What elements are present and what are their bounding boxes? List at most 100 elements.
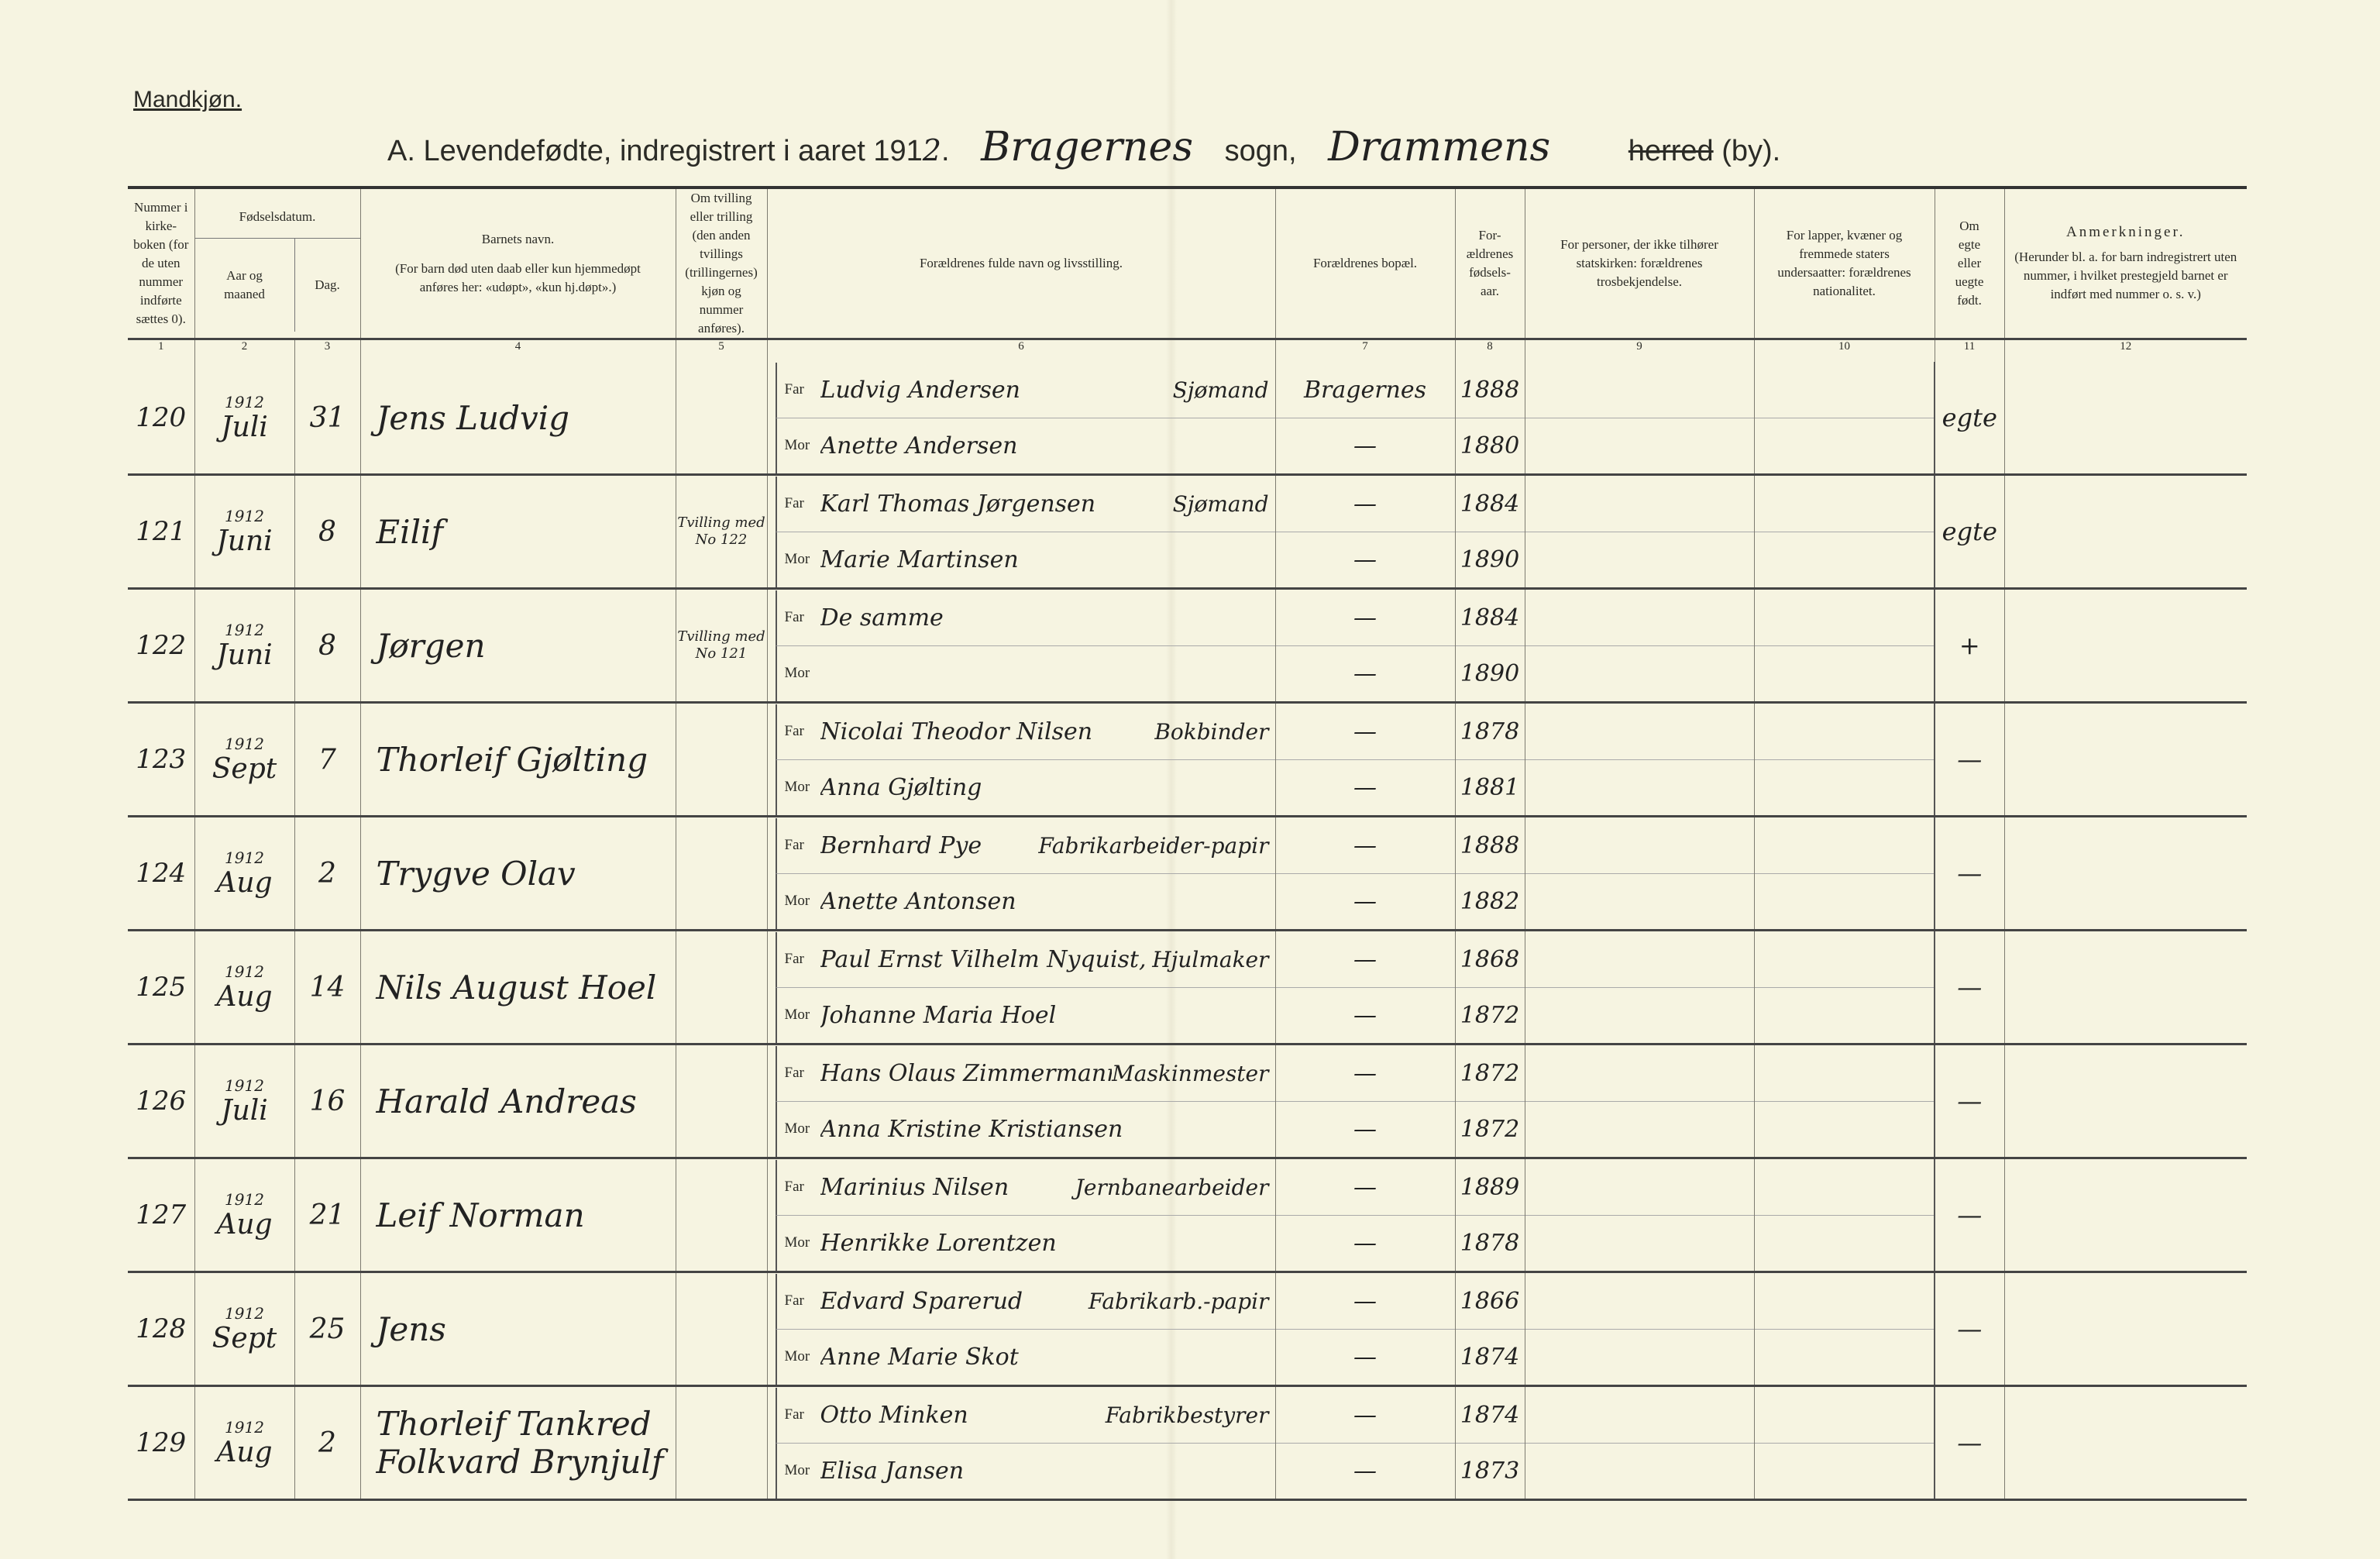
register-entry-row: 125 1912 Aug 14 Nils August Hoel Far Paul … — [128, 930, 2248, 1045]
parents-cell: Far Otto Minken Fabrikbestyrer Mor Elisa Ja… — [766, 1385, 1276, 1501]
birth-month: Sept — [212, 1322, 277, 1354]
father-birth-year: 1878 — [1455, 704, 1525, 760]
parish-name: Bragernes — [981, 124, 1194, 170]
father-occupation: Sjømand — [1172, 377, 1269, 403]
entry-number: 125 — [128, 930, 194, 1045]
father-residence: — — [1275, 818, 1455, 874]
father-occupation: Hjulmaker — [1152, 946, 1269, 972]
twin-note — [675, 1044, 768, 1159]
nationality-cell — [1753, 588, 1935, 704]
nationality-cell — [1753, 474, 1935, 590]
father-label: Far — [784, 723, 804, 739]
remarks-cell — [2003, 474, 2248, 590]
mother-birth-year: 1872 — [1460, 1001, 1520, 1029]
entry-number: 128 — [128, 1272, 194, 1387]
residence-cell: — — — [1274, 1385, 1456, 1501]
father-birth-year: 1889 — [1455, 1160, 1525, 1216]
remarks-cell — [2003, 702, 2248, 817]
mother-name: Elisa Jansen — [820, 1457, 965, 1485]
mother-label: Mor — [784, 1007, 810, 1023]
child-name: Thorleif Gjølting — [359, 702, 676, 817]
father-birth-year: 1874 — [1455, 1388, 1525, 1444]
nationality-cell — [1753, 930, 1935, 1045]
birth-day: 21 — [294, 1158, 361, 1273]
father-residence: — — [1275, 590, 1455, 646]
residence-cell: — — — [1274, 1044, 1456, 1159]
mother-residence: — — [1353, 1001, 1377, 1029]
mother-label: Mor — [784, 437, 810, 453]
entry-number: 126 — [128, 1044, 194, 1159]
child-name: Jens — [359, 1272, 676, 1387]
father-name: Karl Thomas Jørgensen — [820, 490, 1096, 518]
nationality-cell — [1753, 1158, 1935, 1273]
register-entry-row: 122 1912 Juni 8 Jørgen Tvilling med No 12… — [128, 588, 2248, 704]
birth-day: 14 — [294, 930, 361, 1045]
birthyear-cell: 1889 1878 — [1454, 1158, 1525, 1273]
father-occupation: Jernbanearbeider — [1075, 1174, 1269, 1200]
father-birth-year: 1868 — [1455, 932, 1525, 988]
child-name: Eilif — [359, 474, 676, 590]
father-birth-year: 1884 — [1455, 477, 1525, 532]
residence-cell: — — — [1274, 474, 1456, 590]
mother-residence: — — [1353, 887, 1377, 915]
father-label: Far — [784, 1406, 804, 1423]
father-name: Paul Ernst Vilhelm Nyquist, — [820, 945, 1147, 973]
birth-year: 1912 — [225, 1303, 264, 1323]
birth-month: Juni — [216, 638, 273, 671]
father-residence: — — [1275, 704, 1455, 760]
father-name: Hans Olaus Zimmermann, — [820, 1059, 1113, 1087]
residence-cell: — — — [1274, 930, 1456, 1045]
mother-name: Anette Antonsen — [820, 887, 1016, 915]
religion-cell — [1524, 1044, 1755, 1159]
legitimacy: — — [1934, 1385, 2005, 1501]
mother-birth-year: 1873 — [1460, 1457, 1520, 1485]
mother-birth-year: 1890 — [1460, 545, 1520, 573]
mother-label: Mor — [784, 1348, 810, 1365]
birth-year-month: 1912 Sept — [194, 1272, 294, 1387]
religion-cell — [1524, 1272, 1755, 1387]
birth-year-month: 1912 Aug — [194, 1385, 294, 1501]
header-child-name-note: (For barn død uten daab eller kun hjemme… — [395, 261, 641, 294]
mother-residence: — — [1353, 1457, 1377, 1485]
birth-month: Sept — [212, 752, 277, 785]
column-number: 12 — [2003, 339, 2248, 362]
header-nationality: For lapper, kvæner og fremmede staters u… — [1753, 186, 1935, 340]
birth-year-month: 1912 Juli — [194, 1044, 294, 1159]
birthyear-cell: 1888 1880 — [1454, 362, 1525, 476]
twin-note — [675, 1158, 768, 1273]
birth-year-month: 1912 Juni — [194, 588, 294, 704]
father-label: Far — [784, 837, 804, 853]
title-prefix: A. Levendefødte, indregistrert i aaret 1… — [387, 135, 923, 167]
birthyear-cell: 1878 1881 — [1454, 702, 1525, 817]
municipality-name: Drammens — [1328, 124, 1551, 170]
page-title: A. Levendefødte, indregistrert i aaret 1… — [387, 124, 1781, 170]
register-entry-row: 128 1912 Sept 25 Jens Far Edvard Sparerud F… — [128, 1272, 2248, 1387]
religion-cell — [1524, 702, 1755, 817]
gender-label: Mandkjøn. — [133, 87, 242, 112]
father-occupation: Fabrikarbeider-papir — [1038, 832, 1269, 859]
mother-residence: — — [1353, 1343, 1377, 1371]
mother-label: Mor — [784, 665, 810, 681]
father-label: Far — [784, 1292, 804, 1309]
parents-cell: Far Edvard Sparerud Fabrikarb.-papir Mor An… — [766, 1272, 1276, 1387]
father-birth-year: 1888 — [1455, 363, 1525, 418]
religion-cell — [1524, 1385, 1755, 1501]
mother-label: Mor — [784, 779, 810, 795]
child-name: Trygve Olav — [359, 816, 676, 931]
twin-note — [675, 816, 768, 931]
legitimacy: egte — [1934, 474, 2005, 590]
residence-cell: — — — [1274, 702, 1456, 817]
residence-cell: — — — [1274, 1272, 1456, 1387]
register-entry-row: 127 1912 Aug 21 Leif Norman Far Marinius N… — [128, 1158, 2248, 1273]
parents-cell: Far Marinius Nilsen Jernbanearbeider Mor He… — [766, 1158, 1276, 1273]
header-religion: For personer, der ikke tilhører statskir… — [1524, 186, 1755, 340]
header-birthdate-group: Fødselsdatum. — [194, 195, 360, 239]
child-name: Harald Andreas — [359, 1044, 676, 1159]
mother-birth-year: 1890 — [1460, 659, 1520, 687]
birth-year: 1912 — [225, 734, 264, 753]
father-residence: — — [1275, 1160, 1455, 1216]
mother-residence: — — [1353, 659, 1377, 687]
register-entry-row: 129 1912 Aug 2 Thorleif Tankred Folkvard … — [128, 1385, 2248, 1501]
register-entry-row: 124 1912 Aug 2 Trygve Olav Far Bernhard Py… — [128, 816, 2248, 931]
twin-note: Tvilling med No 122 — [675, 474, 768, 590]
